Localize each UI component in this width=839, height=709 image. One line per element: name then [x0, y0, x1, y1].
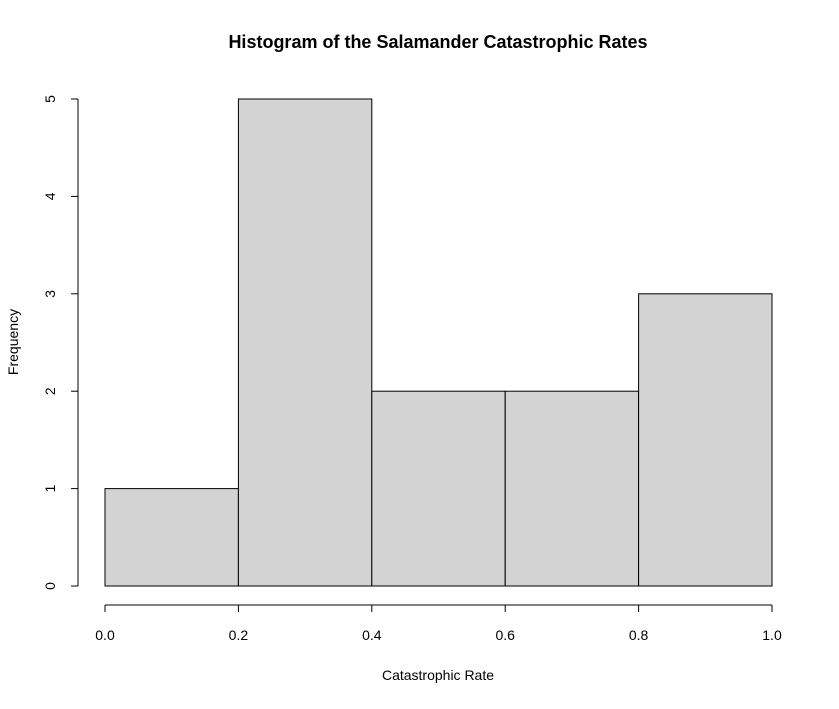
- histogram-bar-4: [638, 293, 773, 587]
- x-tick-label-5: 1.0: [762, 627, 782, 643]
- chart-title: Histogram of the Salamander Catastrophic…: [228, 32, 647, 52]
- bars-group: [104, 98, 773, 587]
- x-tick-label-4: 0.8: [629, 627, 649, 643]
- x-axis-label: Catastrophic Rate: [382, 667, 494, 683]
- x-tick-label-1: 0.2: [229, 627, 249, 643]
- x-tick-label-0: 0.0: [95, 627, 115, 643]
- histogram-bar-1: [237, 98, 373, 587]
- y-tick-label-1: 1: [42, 484, 58, 492]
- histogram-bar-3: [504, 390, 640, 587]
- histogram-bar-2: [371, 390, 506, 587]
- y-tick-label-3: 3: [42, 290, 58, 298]
- y-axis: 0 1 2 3 4 5: [42, 95, 79, 590]
- y-axis-label: Frequency: [5, 309, 21, 375]
- y-tick-label-4: 4: [42, 192, 58, 200]
- x-tick-label-2: 0.4: [362, 627, 382, 643]
- histogram-bar-0: [104, 488, 239, 587]
- y-tick-label-0: 0: [42, 582, 58, 590]
- x-tick-label-3: 0.6: [495, 627, 515, 643]
- x-axis: 0.0 0.2 0.4 0.6 0.8 1.0: [95, 604, 782, 643]
- y-tick-label-2: 2: [42, 387, 58, 395]
- y-tick-label-5: 5: [42, 95, 58, 103]
